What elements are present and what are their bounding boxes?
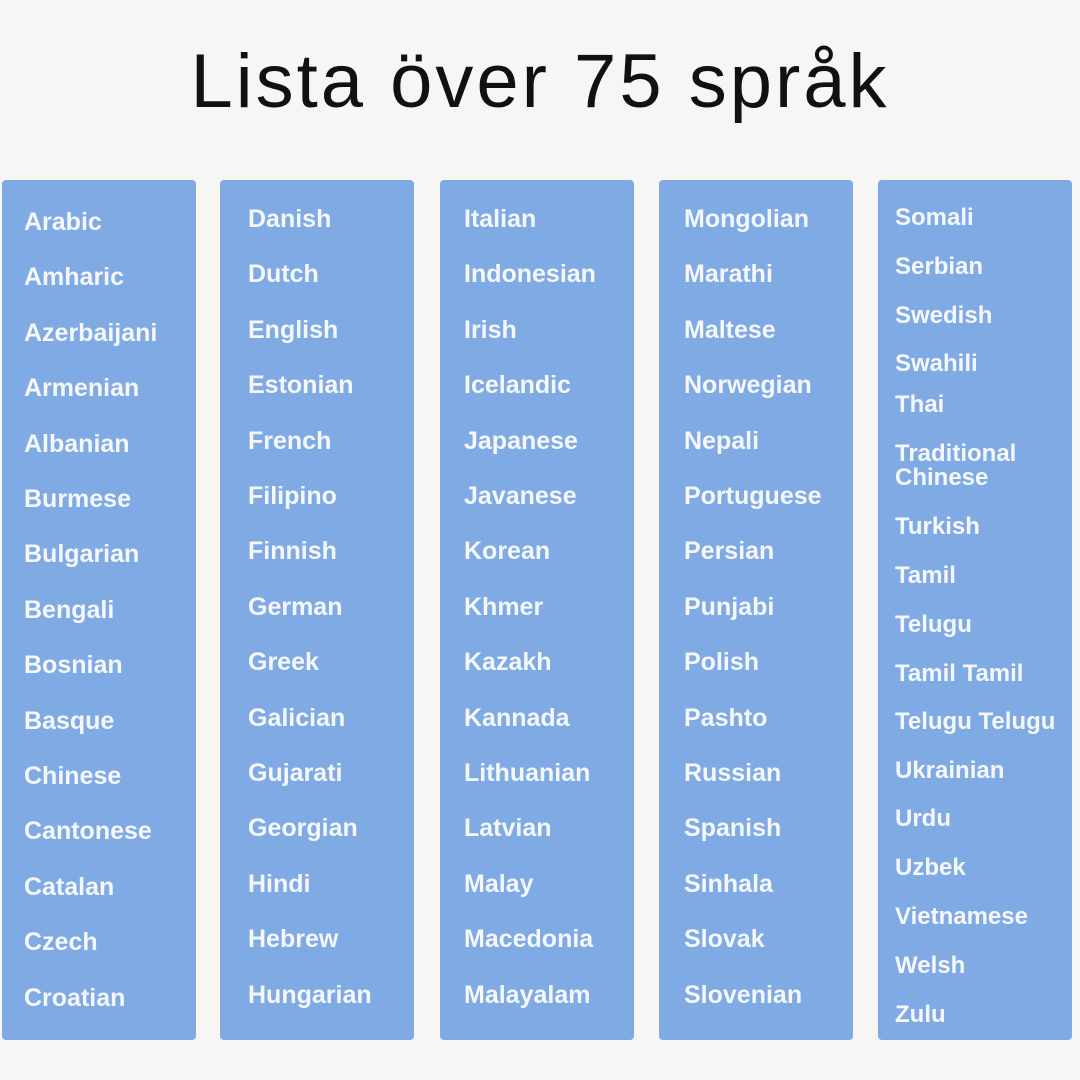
language-item: Traditional Chinese [895, 440, 1017, 491]
language-item: Malayalam [464, 980, 591, 1009]
language-item: Polish [684, 648, 760, 677]
language-item: Malay [464, 869, 534, 898]
language-item: Bosnian [24, 651, 123, 680]
language-item: Hebrew [248, 925, 339, 954]
language-item: Armenian [24, 374, 140, 403]
language-item: Welsh [895, 952, 966, 979]
language-item: Gujarati [248, 759, 343, 787]
language-item: Maltese [684, 315, 776, 344]
language-item: Kazakh [464, 648, 552, 677]
language-item: German [248, 592, 343, 621]
language-item: Russian [684, 759, 782, 787]
language-item: Ukrainian [895, 757, 1005, 784]
language-item: Chinese [24, 762, 122, 790]
language-item: French [248, 426, 332, 455]
language-item: Hungarian [248, 980, 372, 1009]
language-column-3: Italian Indonesian Irish Icelandic Japanese J… [440, 180, 634, 1040]
language-item: Croatian [24, 983, 126, 1012]
language-item: Latvian [464, 814, 552, 843]
language-item: Italian [464, 205, 537, 233]
language-item: Slovak [684, 925, 765, 954]
language-item: Filipino [248, 482, 337, 510]
language-item: English [248, 315, 339, 344]
language-item: Cantonese [24, 817, 152, 846]
language-item: Estonian [248, 371, 354, 400]
language-item: Icelandic [464, 371, 571, 400]
language-item: Basque [24, 706, 115, 735]
language-item: Finnish [248, 537, 337, 566]
language-item: Swedish [895, 302, 993, 329]
language-item: Tamil Tamil [895, 660, 1024, 687]
language-item: Galician [248, 703, 346, 732]
language-item: Telugu [895, 611, 972, 638]
language-item: Urdu [895, 805, 951, 832]
language-column-1: Arabic Amharic Azerbaijani Armenian Albanian… [2, 180, 196, 1040]
language-item: Burmese [24, 485, 131, 513]
language-item: Catalan [24, 872, 115, 901]
language-item: Czech [24, 928, 98, 957]
language-column-4: Mongolian Marathi Maltese Norwegian Nepali Po… [659, 180, 853, 1040]
language-item: Hindi [248, 869, 311, 898]
language-item: Swahili [895, 350, 978, 377]
page-title: Lista över 75 språk [190, 39, 890, 124]
language-item: Norwegian [684, 371, 812, 400]
language-item: Vietnamese [895, 903, 1028, 930]
language-item: Thai [895, 391, 945, 418]
language-item: Irish [464, 315, 517, 344]
language-item: Serbian [895, 253, 984, 280]
language-item: Bengali [24, 595, 115, 624]
language-item: Korean [464, 537, 551, 566]
language-item: Sinhala [684, 869, 773, 898]
language-item: Macedonia [464, 925, 594, 954]
language-item: Somali [895, 204, 974, 231]
language-item: Nepali [684, 426, 760, 455]
language-item: Azerbaijani [24, 318, 158, 347]
language-item: Arabic [24, 208, 102, 236]
language-item: Javanese [464, 482, 577, 510]
language-item: Slovenian [684, 980, 803, 1009]
language-item: Dutch [248, 260, 319, 289]
language-item: Indonesian [464, 260, 596, 289]
language-item: Danish [248, 205, 332, 233]
language-item: Georgian [248, 814, 358, 843]
language-item: Khmer [464, 592, 544, 621]
language-item: Zulu [895, 1001, 946, 1028]
language-item: Tamil [895, 562, 956, 589]
language-item: Bulgarian [24, 540, 140, 569]
language-item: Persian [684, 537, 775, 566]
language-item: Kannada [464, 703, 570, 732]
language-column-2: Danish Dutch English Estonian French Filipino… [220, 180, 414, 1040]
language-item: Greek [248, 648, 319, 677]
language-item: Mongolian [684, 205, 809, 233]
language-item: Spanish [684, 814, 782, 843]
language-item: Pashto [684, 703, 768, 732]
language-item: Turkish [895, 513, 980, 540]
language-item: Albanian [24, 429, 130, 458]
language-item: Telugu Telugu [895, 708, 1056, 735]
language-item: Uzbek [895, 854, 966, 881]
language-item: Lithuanian [464, 759, 591, 787]
language-item: Punjabi [684, 592, 775, 621]
language-item: Amharic [24, 263, 125, 292]
language-item: Marathi [684, 260, 773, 289]
language-item: Portuguese [684, 482, 822, 510]
language-item: Japanese [464, 426, 578, 455]
language-column-5: Somali Serbian Swedish Swahili Thai Tradition… [878, 180, 1072, 1040]
